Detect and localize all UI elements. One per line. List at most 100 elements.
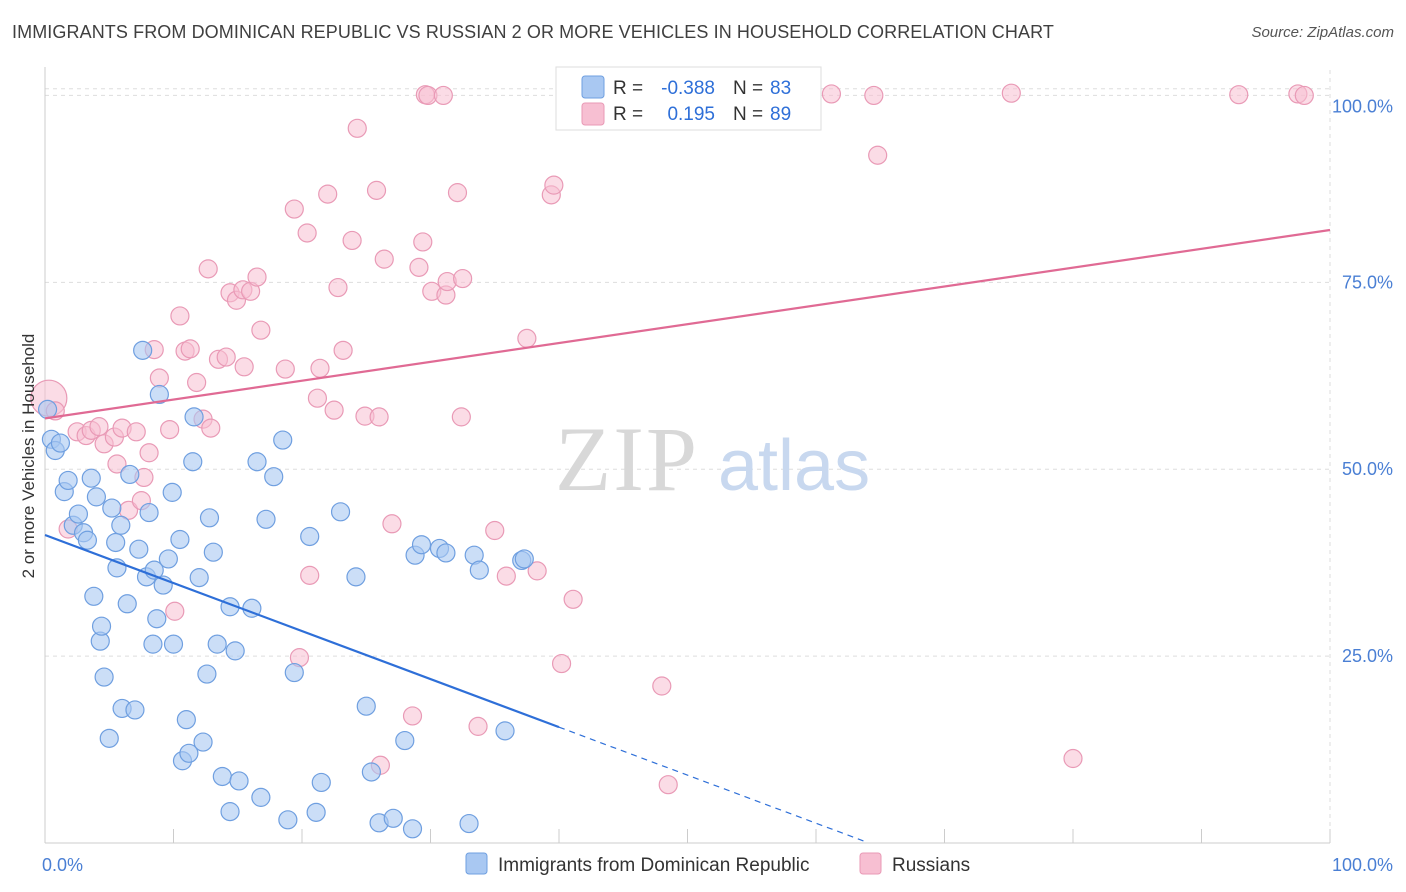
data-point-dominican — [184, 407, 204, 427]
trend-line-russians — [44, 228, 1331, 420]
data-point-russians — [563, 589, 583, 609]
data-point-dominican — [284, 662, 304, 683]
data-point-russians — [297, 223, 317, 243]
data-point-dominican — [189, 568, 209, 588]
data-point-dominican — [120, 464, 140, 485]
axes — [44, 67, 1331, 844]
data-point-dominican — [117, 594, 137, 614]
watermark-zip: ZIP — [555, 408, 699, 510]
trend-line-dominican — [44, 533, 560, 729]
data-point-dominican — [469, 560, 489, 580]
data-point-dominican — [306, 802, 326, 822]
data-point-dominican — [81, 468, 101, 488]
data-point-russians — [247, 267, 267, 287]
legend-n-label-1: N = — [733, 78, 763, 99]
y-tick-label: 25.0% — [1342, 646, 1393, 666]
data-point-dominican — [207, 634, 227, 654]
data-point-dominican — [229, 771, 249, 791]
data-point-dominican — [361, 762, 381, 782]
data-point-dominican — [111, 515, 131, 535]
data-point-russians — [821, 84, 842, 104]
data-point-russians — [527, 561, 547, 581]
y-tick-label: 75.0% — [1342, 272, 1393, 292]
data-point-dominican — [383, 808, 403, 828]
y-tick-labels: 25.0% 50.0% 75.0% 100.0% — [1332, 96, 1393, 666]
data-point-russians — [451, 407, 471, 427]
legend-r-label-1: R = — [613, 78, 643, 99]
data-point-dominican — [225, 641, 245, 661]
data-point-dominican — [94, 667, 114, 687]
data-point-russians — [517, 328, 537, 348]
data-point-russians — [160, 419, 180, 440]
data-point-dominican — [170, 529, 190, 550]
data-point-russians — [374, 249, 394, 269]
data-point-russians — [409, 257, 429, 277]
data-point-dominican — [176, 710, 196, 730]
data-point-dominican — [395, 730, 415, 751]
trend-lines — [44, 228, 1331, 843]
data-point-russians — [324, 400, 344, 420]
data-point-russians — [251, 320, 271, 340]
legend-n-value-1: 83 — [770, 78, 791, 99]
data-point-dominican — [495, 721, 515, 741]
data-point-dominican — [84, 586, 104, 606]
legend-swatch-pink — [581, 102, 605, 126]
data-point-russians — [126, 422, 146, 442]
trend-line-dominican-extension — [558, 726, 868, 843]
data-point-russians — [868, 145, 888, 165]
legend-swatch-blue — [581, 75, 605, 99]
data-point-dominican — [212, 766, 232, 787]
data-point-dominican — [68, 504, 89, 524]
data-point-dominican — [273, 430, 293, 450]
data-point-russians — [468, 716, 488, 736]
data-point-dominican — [411, 535, 432, 555]
data-point-russians — [366, 180, 387, 200]
data-point-russians — [433, 85, 453, 106]
data-point-russians — [139, 443, 159, 463]
series-legend-label-russians: Russians — [892, 855, 970, 876]
source-label: Source: ZipAtlas.com — [1251, 24, 1394, 41]
data-point-russians — [544, 175, 564, 195]
data-point-russians — [413, 232, 433, 252]
legend-n-value-2: 89 — [770, 104, 791, 125]
x-tick-label: 0.0% — [42, 855, 83, 875]
y-axis-label: 2 or more Vehicles in Household — [19, 334, 38, 579]
chart-title: IMMIGRANTS FROM DOMINICAN REPUBLIC VS RU… — [12, 22, 1054, 42]
data-point-dominican — [197, 664, 217, 684]
y-tick-label: 100.0% — [1332, 96, 1393, 116]
data-point-dominican — [459, 813, 479, 834]
data-point-dominican — [147, 609, 167, 629]
data-point-dominican — [139, 502, 159, 523]
data-point-dominican — [125, 700, 145, 720]
data-point-dominican — [91, 616, 112, 636]
series-legend-swatch-blue — [465, 852, 488, 875]
legend-r-label-2: R = — [613, 104, 643, 125]
data-point-russians — [1294, 85, 1314, 106]
data-point-russians — [864, 85, 884, 106]
data-point-russians — [382, 514, 402, 534]
data-point-dominican — [163, 634, 184, 654]
data-point-dominican — [264, 467, 284, 487]
data-point-russians — [234, 357, 254, 377]
data-point-russians — [658, 775, 678, 795]
data-point-dominican — [356, 696, 376, 716]
data-point-russians — [310, 358, 330, 378]
data-point-russians — [165, 601, 185, 621]
data-point-russians — [187, 372, 207, 393]
data-point-dominican — [37, 399, 58, 420]
data-point-russians — [300, 565, 320, 585]
data-point-dominican — [199, 508, 220, 528]
data-point-dominican — [311, 772, 331, 793]
data-point-russians — [198, 259, 218, 279]
data-point-dominican — [251, 787, 271, 807]
series-dominican-points — [37, 340, 534, 839]
data-point-russians — [453, 268, 473, 289]
data-point-dominican — [330, 502, 351, 522]
data-point-russians — [284, 199, 304, 219]
data-point-dominican — [183, 452, 203, 472]
data-point-russians — [216, 347, 236, 367]
data-point-russians — [180, 339, 200, 359]
data-point-dominican — [247, 452, 267, 472]
data-point-russians — [89, 417, 109, 437]
data-point-dominican — [278, 810, 298, 830]
